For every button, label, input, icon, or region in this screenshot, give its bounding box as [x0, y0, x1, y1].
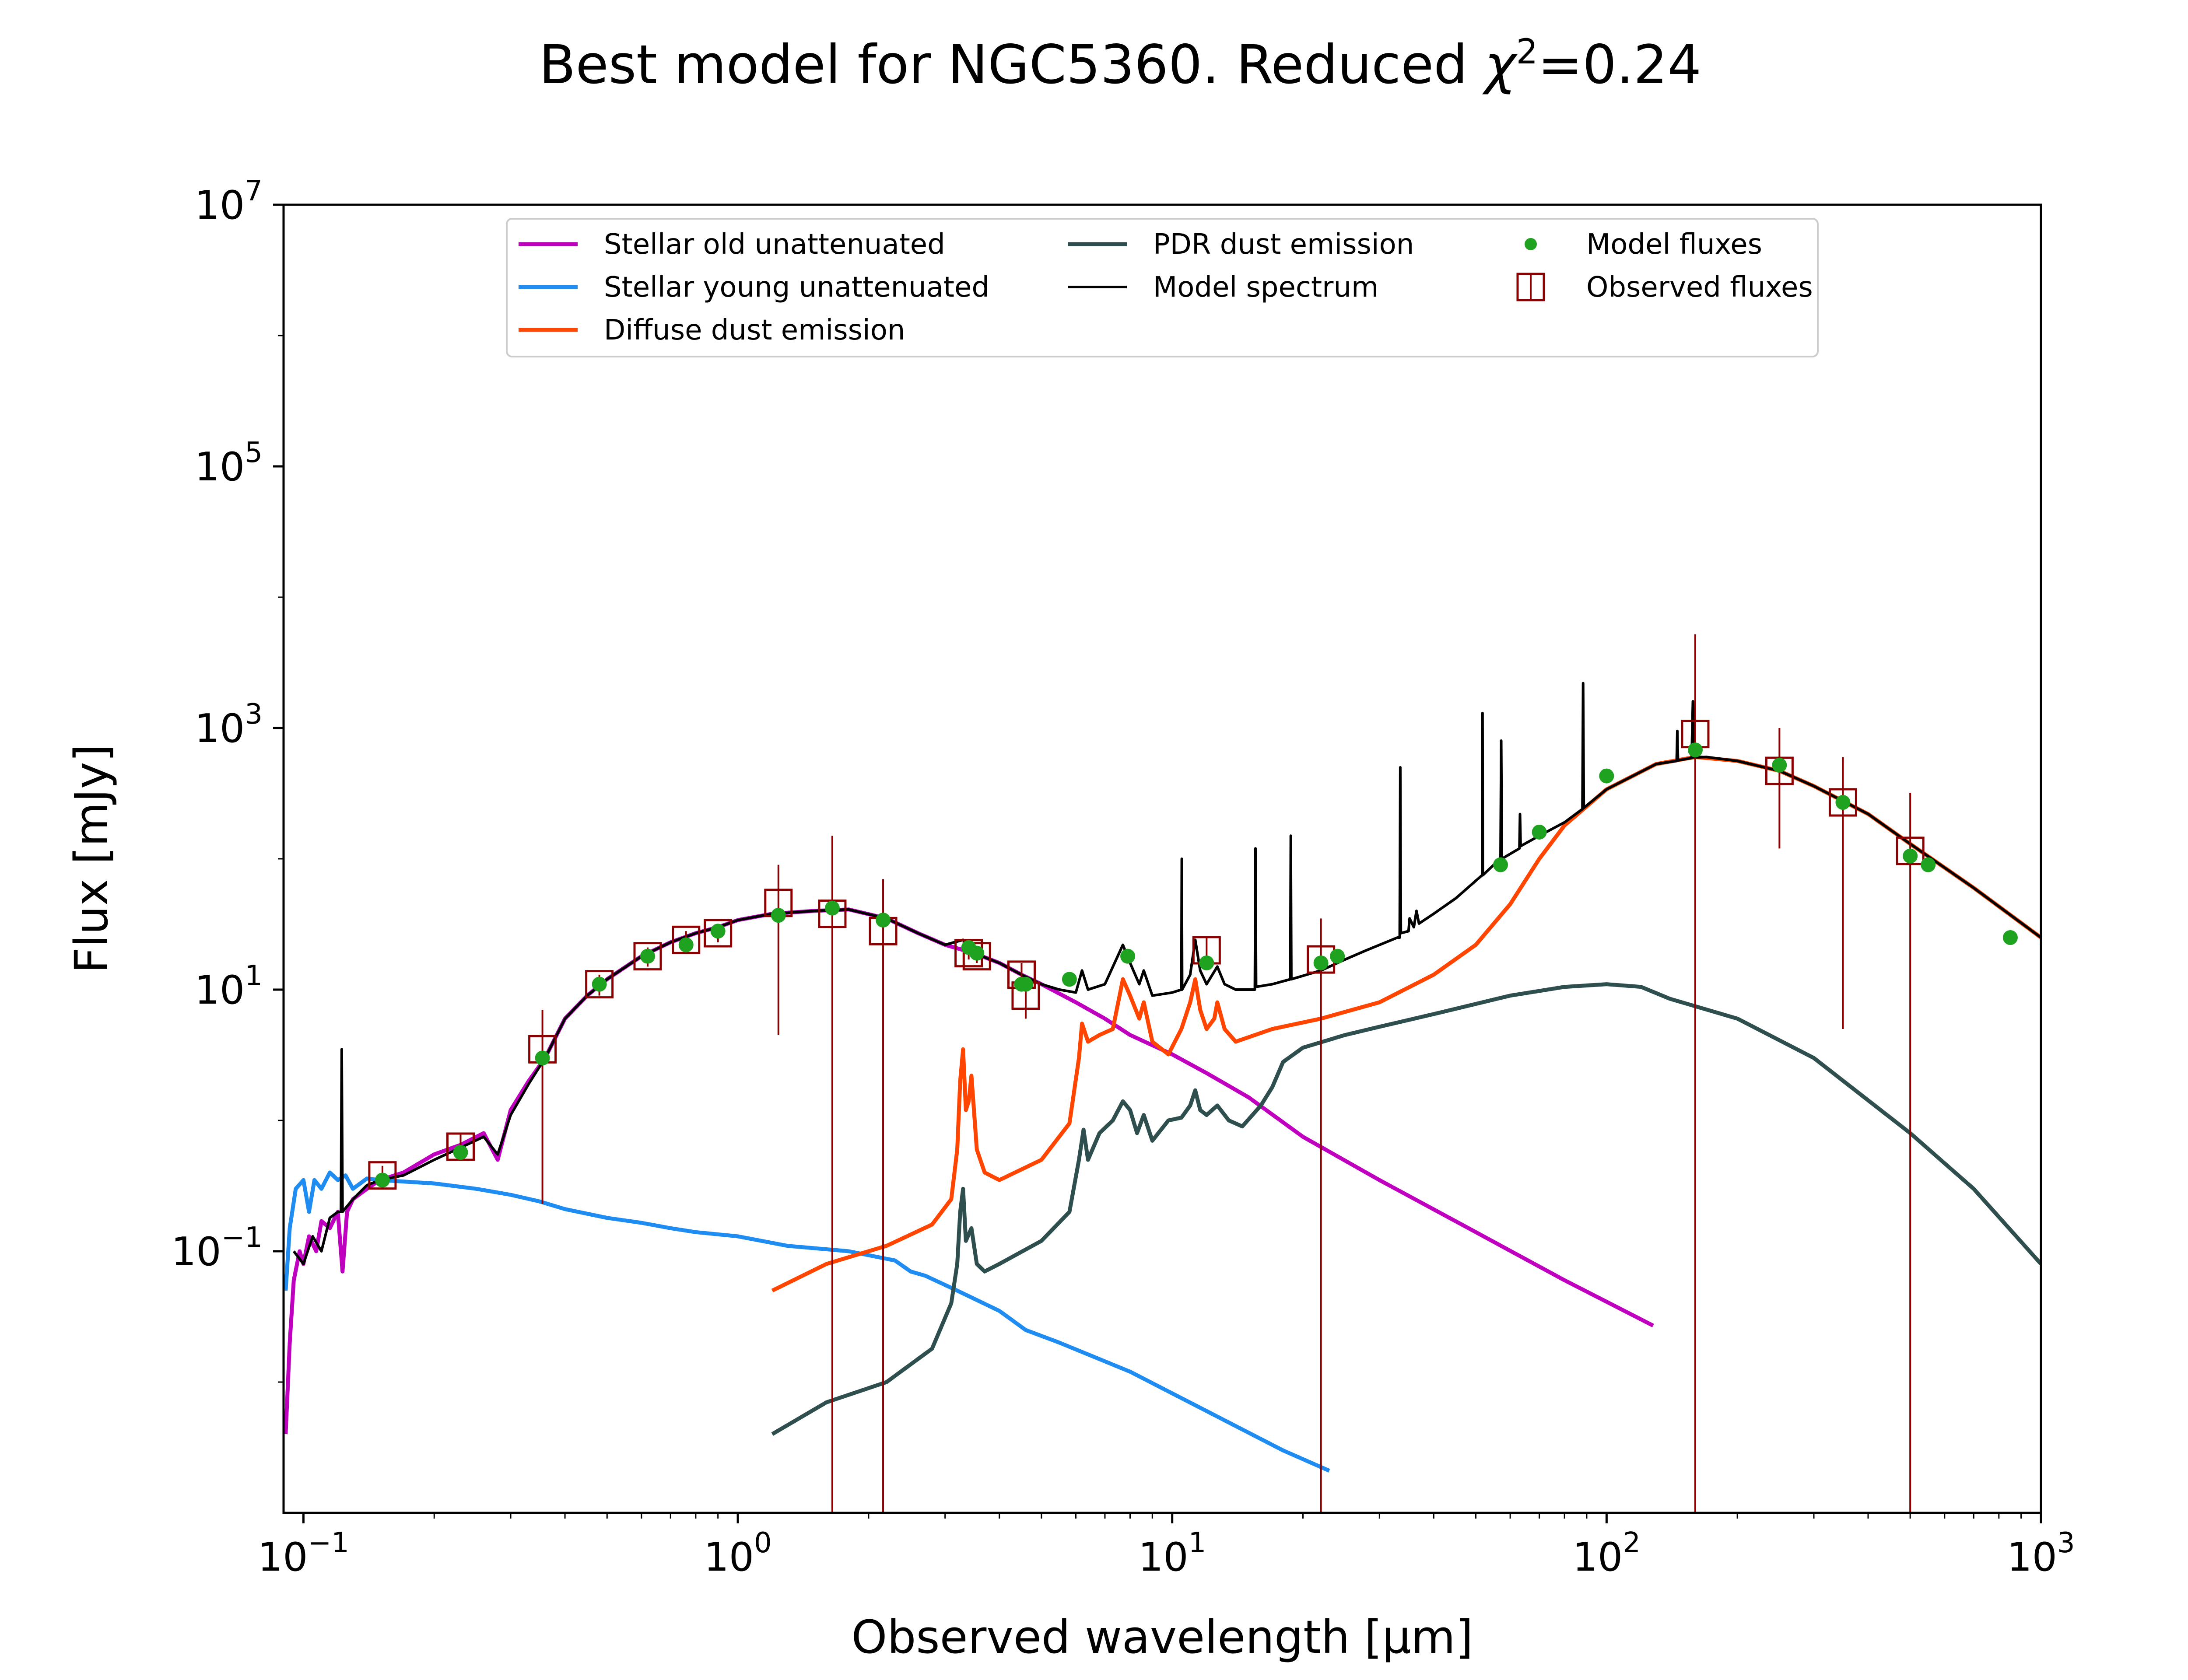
model-flux-point [1330, 948, 1345, 964]
legend-frame [506, 218, 1819, 357]
tick-label-exponent: 3 [245, 698, 263, 731]
x-axis-label: Observed wavelength [μm] [852, 1610, 1473, 1664]
legend-label-stellar-old-unattenuated: Stellar old unattenuated [604, 228, 945, 261]
tick-label-base: 10 [2007, 1534, 2057, 1580]
model-flux-point [771, 908, 786, 923]
model-flux-point [640, 948, 655, 964]
legend-label-pdr-dust-emission: PDR dust emission [1153, 228, 1414, 261]
tick-label-base: 10 [704, 1534, 754, 1580]
model-flux-point [1835, 795, 1851, 810]
model-flux-point [2002, 930, 2018, 945]
model-flux-point [1062, 972, 1077, 987]
model-flux-point [1493, 857, 1508, 872]
observed-flux-marker [962, 942, 991, 971]
legend: Stellar old unattenuated Stellar young un… [506, 218, 1819, 357]
model-flux-point [876, 913, 891, 928]
model-flux-point [969, 945, 985, 961]
legend-label-model-spectrum: Model spectrum [1153, 271, 1378, 304]
series-line-stellar-young-unattenuated [284, 1170, 1330, 1473]
model-flux-point [535, 1050, 550, 1066]
y-tick-label: 10−1 [171, 1222, 263, 1275]
tick-label-exponent: 0 [754, 1527, 772, 1559]
tick-label-exponent: 1 [1189, 1527, 1206, 1559]
chart-title: Best model for NGC5360. Reduced χ2=0.24 [539, 32, 1701, 96]
model-flux-point [1199, 955, 1214, 970]
model-fluxes-layer [375, 742, 2018, 1188]
model-flux-point [592, 976, 607, 992]
model-flux-point [375, 1172, 390, 1188]
tick-label-base: 10 [1138, 1534, 1189, 1580]
tick-label-exponent: 3 [2057, 1527, 2075, 1559]
model-flux-point [1921, 857, 1936, 872]
observed-flux-marker [585, 970, 614, 999]
tick-label-exponent: −1 [221, 1222, 263, 1254]
model-flux-point [453, 1144, 468, 1160]
tick-label-base: 10 [258, 1534, 308, 1580]
series-layer [284, 682, 2041, 1473]
legend-label-stellar-young-unattenuated: Stellar young unattenuated [604, 271, 989, 304]
y-tick-label: 101 [195, 960, 263, 1013]
model-flux-point [1120, 948, 1136, 964]
tick-label-base: 10 [195, 444, 245, 490]
tick-label-exponent: −1 [308, 1527, 349, 1559]
tick-label-base: 10 [195, 182, 245, 228]
tick-label-base: 10 [195, 967, 245, 1013]
observed-flux-marker [1828, 788, 1857, 817]
model-flux-point [1313, 955, 1329, 970]
tick-label-base: 10 [1573, 1534, 1623, 1580]
model-flux-point [678, 937, 694, 952]
model-flux-point [824, 900, 840, 916]
y-tick-label: 107 [195, 175, 263, 228]
x-tick-label: 101 [1138, 1527, 1206, 1580]
model-flux-point [1018, 976, 1033, 992]
legend-swatch-model-fluxes [1525, 238, 1537, 250]
series-line-pdr-dust-emission [771, 982, 2041, 1436]
observed-flux-marker [672, 925, 701, 954]
tick-label-exponent: 5 [245, 437, 263, 469]
model-flux-point [710, 924, 726, 939]
x-tick-label: 100 [704, 1527, 771, 1580]
legend-label-observed-fluxes: Observed fluxes [1586, 271, 1813, 304]
series-line-model-spectrum [292, 682, 2041, 1265]
y-tick-label: 105 [195, 437, 263, 490]
x-tick-label: 102 [1573, 1527, 1641, 1580]
tick-label-exponent: 2 [1623, 1527, 1641, 1559]
legend-label-model-fluxes: Model fluxes [1586, 228, 1762, 261]
model-flux-point [1599, 768, 1614, 784]
observed-flux-marker [446, 1132, 475, 1161]
tick-label-base: 10 [171, 1229, 221, 1275]
y-axis-label: Flux [mJy] [65, 744, 118, 973]
observed-flux-marker [633, 942, 662, 971]
legend-label-diffuse-dust-emission: Diffuse dust emission [604, 314, 905, 346]
observed-flux-marker [1896, 836, 1925, 865]
tick-label-base: 10 [195, 706, 245, 752]
model-flux-point [1687, 742, 1703, 758]
x-tick-label: 10−1 [258, 1527, 349, 1580]
observed-flux-marker [704, 919, 733, 948]
tick-label-exponent: 1 [245, 960, 263, 992]
x-tick-label: 103 [2007, 1527, 2075, 1580]
observed-flux-marker [818, 900, 847, 928]
y-tick-label: 103 [195, 698, 263, 752]
observed-flux-marker [368, 1161, 397, 1190]
model-flux-point [1903, 848, 1918, 864]
tick-label-exponent: 7 [245, 175, 263, 207]
model-flux-point [1532, 824, 1547, 840]
model-flux-point [1772, 757, 1787, 773]
